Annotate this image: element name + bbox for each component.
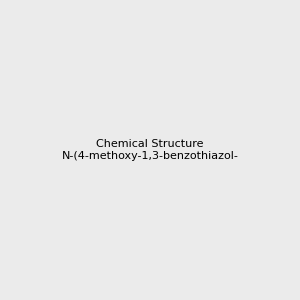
- Text: Chemical Structure
N-(4-methoxy-1,3-benzothiazol-: Chemical Structure N-(4-methoxy-1,3-benz…: [61, 139, 239, 161]
